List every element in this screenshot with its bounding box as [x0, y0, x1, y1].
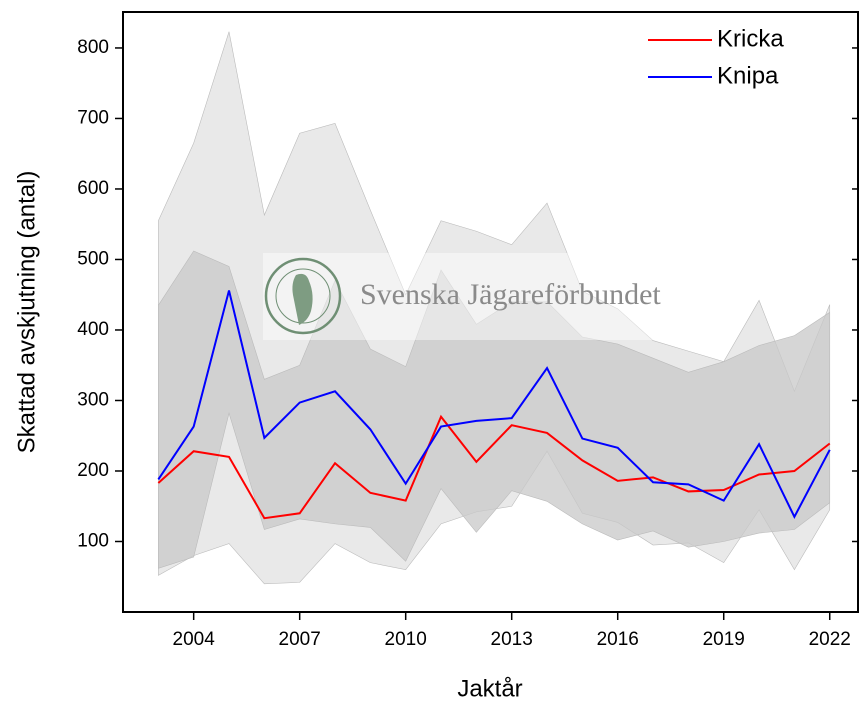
series-line — [157, 290, 831, 520]
y-tick-label: 400 — [77, 319, 109, 340]
legend-label: Knipa — [717, 62, 779, 89]
y-tick-label: 200 — [77, 460, 109, 481]
watermark-logo-inner — [275, 268, 331, 324]
y-tick-label: 600 — [77, 178, 109, 199]
watermark: Svenska Jägareförbundet — [263, 253, 735, 340]
x-tick-label: 2004 — [173, 629, 216, 650]
y-axis-label: Skattad avskjutning (antal) — [13, 171, 40, 454]
watermark-bird — [292, 273, 313, 325]
y-tick-label: 300 — [77, 389, 109, 410]
series-line — [157, 414, 831, 520]
watermark-box — [263, 253, 735, 340]
confidence-band — [158, 250, 831, 569]
y-tick-label: 100 — [77, 531, 109, 552]
legend-label: Kricka — [717, 25, 784, 52]
y-tick-label: 700 — [77, 107, 109, 128]
x-tick-label: 2019 — [703, 629, 745, 650]
y-tick-label: 800 — [77, 37, 109, 58]
x-tick-label: 2007 — [279, 629, 321, 650]
x-tick-label: 2013 — [491, 629, 533, 650]
x-tick-label: 2022 — [809, 629, 851, 650]
watermark-logo — [264, 257, 342, 335]
watermark-text: Svenska Jägareförbundet — [360, 278, 661, 311]
x-tick-label: 2010 — [385, 629, 427, 650]
y-tick-label: 500 — [77, 248, 109, 269]
x-tick-label: 2016 — [597, 629, 639, 650]
plot-frame — [122, 11, 859, 613]
x-axis-label: Jaktår — [457, 675, 522, 701]
